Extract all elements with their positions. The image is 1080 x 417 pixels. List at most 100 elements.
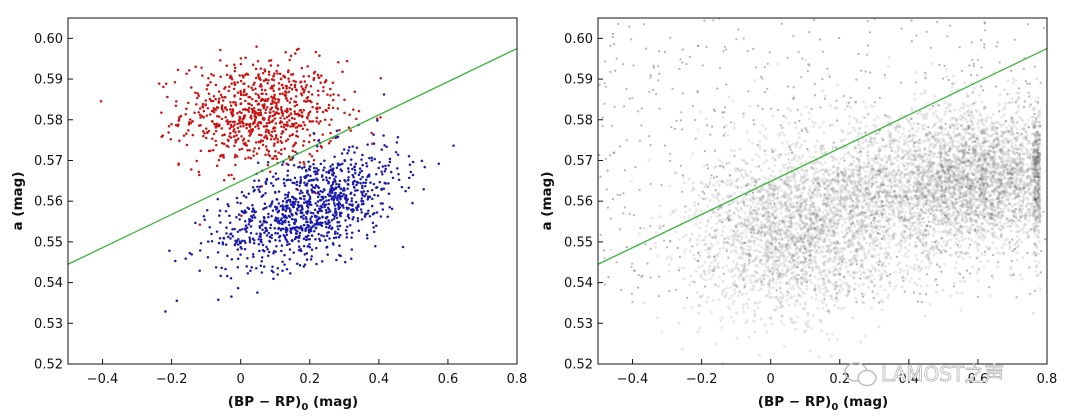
data-point	[248, 102, 251, 106]
data-point	[335, 166, 339, 169]
data-point	[856, 211, 860, 215]
data-point	[310, 183, 313, 187]
data-point	[963, 148, 967, 152]
data-point	[300, 215, 303, 218]
data-point	[353, 168, 357, 172]
data-point	[236, 91, 240, 94]
data-point	[917, 234, 921, 238]
data-point	[762, 283, 766, 287]
data-point	[174, 123, 178, 127]
data-point	[305, 258, 309, 261]
data-point	[217, 158, 221, 162]
data-point	[309, 219, 312, 223]
data-point	[724, 124, 728, 128]
data-point	[923, 199, 927, 203]
data-point	[347, 126, 351, 129]
data-point	[904, 204, 908, 208]
data-point	[219, 59, 222, 62]
data-point	[791, 171, 794, 175]
data-point	[732, 192, 736, 195]
data-point	[898, 173, 902, 177]
data-point	[861, 266, 864, 270]
data-point	[746, 244, 750, 248]
data-point	[870, 211, 874, 214]
data-point	[818, 290, 822, 294]
data-point	[761, 123, 765, 127]
data-point	[247, 207, 251, 211]
data-point	[1005, 197, 1009, 201]
data-point	[726, 235, 730, 239]
data-point	[259, 78, 262, 81]
data-point	[1026, 208, 1030, 212]
data-point	[238, 121, 242, 125]
data-point	[841, 235, 845, 239]
data-point	[368, 195, 372, 198]
data-point	[942, 133, 946, 137]
data-point	[190, 168, 193, 171]
data-point	[985, 245, 988, 248]
data-point	[1002, 207, 1006, 210]
data-point	[248, 240, 252, 244]
data-point	[798, 204, 802, 208]
data-point	[351, 145, 354, 148]
data-point	[786, 239, 790, 243]
data-point	[849, 242, 853, 246]
data-point	[966, 171, 970, 175]
data-point	[274, 191, 277, 194]
data-point	[270, 233, 274, 237]
data-point	[918, 185, 922, 189]
data-point	[912, 122, 916, 125]
data-point	[347, 179, 350, 182]
data-point	[331, 213, 335, 217]
data-point	[947, 178, 951, 182]
data-point	[302, 75, 305, 78]
data-point	[981, 211, 985, 215]
data-point	[364, 184, 367, 188]
data-point	[306, 128, 309, 131]
data-point	[219, 75, 222, 79]
y-tick-label: 0.54	[34, 276, 63, 291]
data-point	[359, 182, 362, 185]
data-point	[291, 122, 294, 126]
data-point	[949, 294, 953, 298]
data-point	[867, 286, 871, 289]
data-point	[980, 235, 984, 239]
data-point	[279, 139, 282, 143]
data-point	[825, 178, 828, 182]
data-point	[313, 138, 316, 142]
data-point	[255, 152, 259, 155]
data-point	[767, 265, 770, 269]
data-point	[920, 92, 923, 96]
data-point	[953, 183, 957, 187]
data-point	[858, 194, 862, 198]
data-point	[239, 97, 242, 101]
data-point	[1020, 166, 1024, 170]
data-point	[862, 198, 866, 202]
data-point	[332, 198, 336, 201]
data-point	[1021, 214, 1025, 218]
data-point	[774, 216, 778, 220]
data-point	[361, 184, 364, 188]
data-point	[288, 107, 292, 111]
data-point	[780, 228, 784, 231]
data-point	[318, 106, 322, 110]
data-point	[789, 198, 793, 202]
data-point	[217, 97, 221, 100]
data-point	[748, 210, 752, 214]
data-point	[329, 165, 332, 168]
data-point	[674, 208, 678, 212]
data-point	[873, 157, 877, 161]
data-point	[327, 141, 331, 145]
data-point	[318, 193, 321, 196]
data-point	[921, 115, 925, 119]
data-point	[333, 195, 336, 198]
data-point	[301, 191, 304, 195]
data-point	[351, 167, 354, 171]
data-point	[792, 253, 795, 257]
data-point	[332, 217, 336, 221]
data-point	[217, 101, 221, 104]
data-point	[847, 193, 851, 197]
data-point	[396, 153, 400, 156]
data-point	[895, 173, 899, 176]
data-point	[790, 267, 794, 271]
